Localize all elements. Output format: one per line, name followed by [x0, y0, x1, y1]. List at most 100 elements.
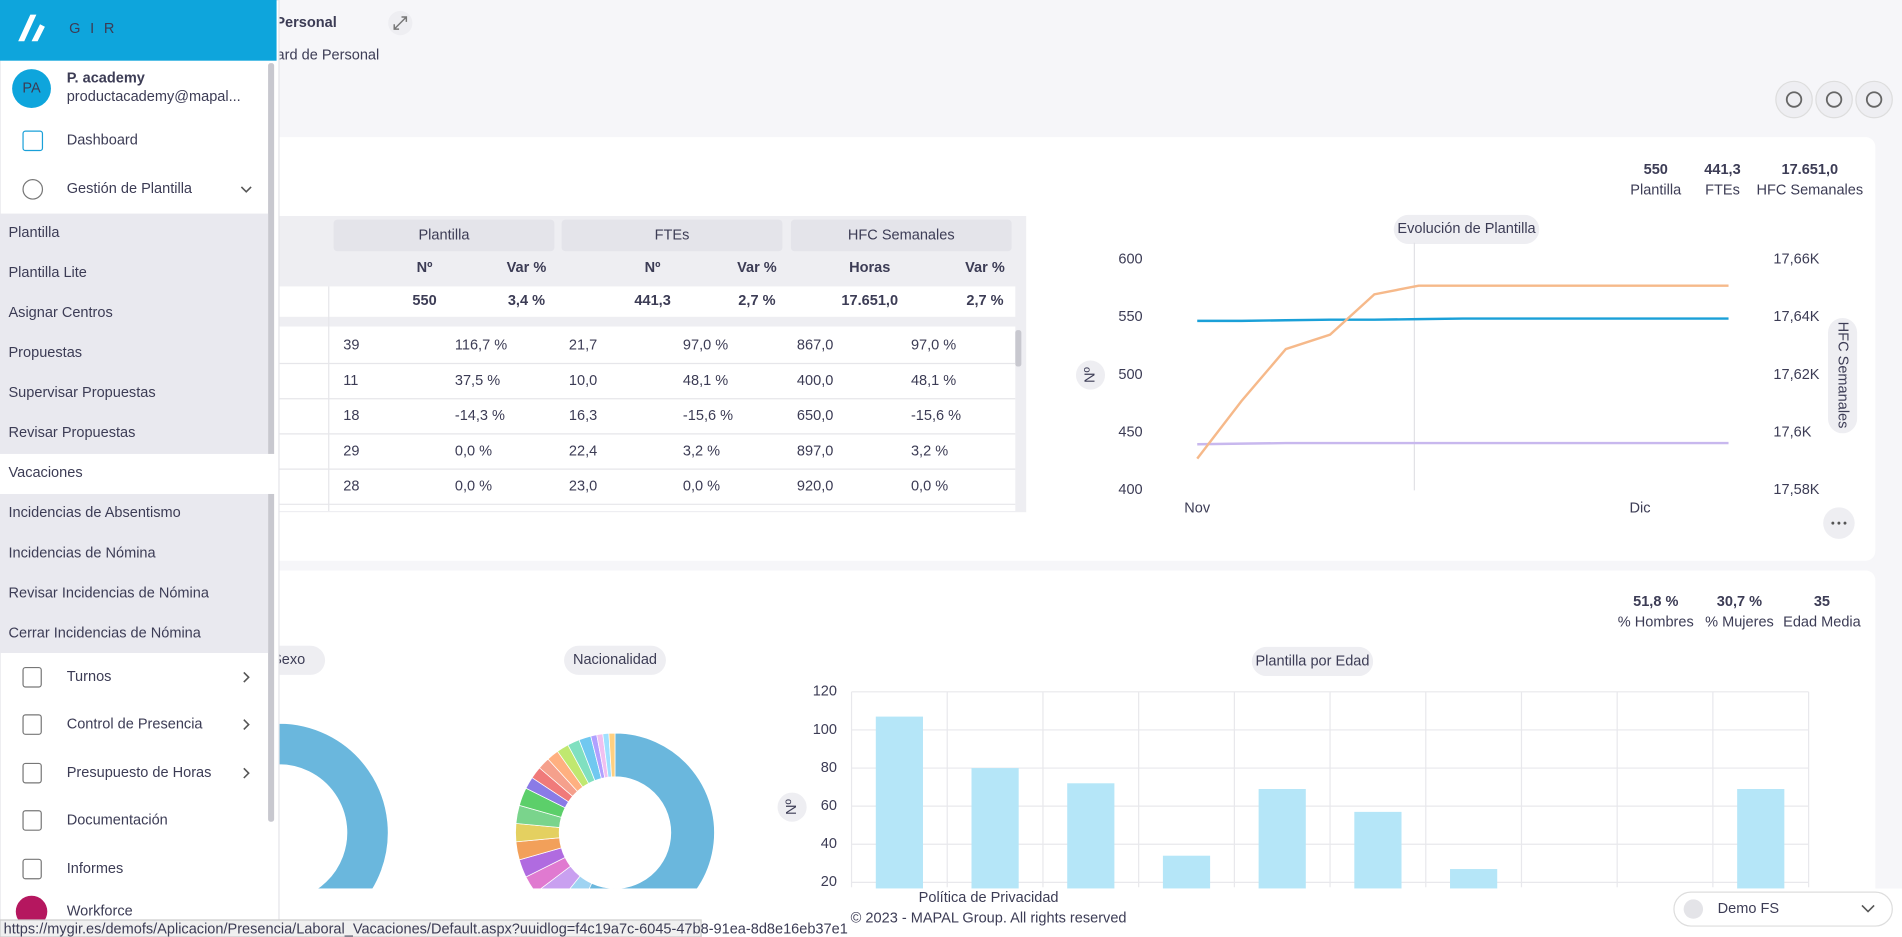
- menu-item[interactable]: Gestión de Plantilla: [67, 181, 193, 197]
- y-axis-label: Nº: [784, 799, 800, 816]
- kpi-label: HFC Semanales: [1756, 182, 1863, 198]
- axis-label-badge: [777, 792, 807, 822]
- group-label: FTEs: [655, 227, 690, 243]
- table-cell: 11: [343, 373, 358, 389]
- copyright: © 2023 - MAPAL Group. All rights reserve…: [851, 911, 1127, 927]
- table-cell: 920,0: [797, 479, 833, 495]
- menu-item[interactable]: Control de Presencia: [67, 716, 204, 732]
- page-title: Personal: [275, 15, 336, 31]
- table-cell: 29: [343, 443, 359, 459]
- column-header: Nº: [417, 260, 434, 276]
- more-dot: [1843, 521, 1847, 525]
- menu-item[interactable]: Presupuesto de Horas: [67, 765, 212, 781]
- submenu-item[interactable]: Revisar Incidencias de Nómina: [8, 585, 209, 601]
- menu-chevron: [243, 719, 250, 731]
- series-line: [1197, 317, 1729, 323]
- axis-label-badge: [1075, 360, 1106, 390]
- submenu-item[interactable]: Incidencias de Absentismo: [8, 505, 180, 521]
- submenu-item[interactable]: Supervisar Propuestas: [8, 385, 155, 401]
- kpi-label: Plantilla: [1630, 182, 1682, 198]
- column-header: Var %: [507, 260, 547, 276]
- user-name: P. academy: [67, 71, 146, 87]
- more-dot: [1837, 521, 1841, 525]
- total-cell: 2,7 %: [966, 293, 1003, 309]
- total-cell: 3,4 %: [508, 293, 545, 309]
- brand-name: GIR: [69, 21, 124, 37]
- y-tick-label: 400: [1118, 482, 1142, 498]
- table-cell: 16,3: [569, 408, 597, 424]
- kpi-value: 30,7 %: [1717, 594, 1762, 610]
- submenu-item[interactable]: Propuestas: [8, 345, 82, 361]
- status-bar: [0, 919, 702, 937]
- column-header: Horas: [849, 260, 890, 276]
- y-tick-label: 120: [813, 684, 837, 700]
- menu-item[interactable]: Workforce: [67, 903, 133, 919]
- table-cell: 897,0: [797, 443, 833, 459]
- table-cell: -15,6 %: [683, 408, 733, 424]
- privacy-link[interactable]: Política de Privacidad: [919, 890, 1059, 906]
- user-initials: PA: [22, 80, 41, 96]
- y-tick-label: 600: [1118, 252, 1142, 268]
- group-label: Plantilla: [418, 227, 470, 243]
- kpi-label: FTEs: [1705, 182, 1740, 198]
- y-tick-label: 500: [1118, 367, 1142, 383]
- kpi-value: 17.651,0: [1782, 162, 1839, 178]
- table-cell: 48,1 %: [683, 373, 728, 389]
- submenu-item[interactable]: Plantilla Lite: [8, 265, 86, 281]
- y-tick-label: 80: [821, 760, 837, 776]
- submenu-item[interactable]: Revisar Propuestas: [8, 425, 135, 441]
- submenu-item[interactable]: Asignar Centros: [8, 305, 112, 321]
- toolbar-button[interactable]: [1775, 80, 1813, 119]
- menu-icon: [22, 810, 42, 831]
- menu-chevron: [243, 671, 250, 683]
- table-body: [276, 326, 1016, 511]
- menu-chevron: [243, 767, 250, 779]
- menu-icon: [22, 762, 42, 784]
- group-header: [333, 219, 555, 252]
- submenu-item[interactable]: Cerrar Incidencias de Nómina: [8, 625, 201, 641]
- total-cell: 441,3: [634, 293, 670, 309]
- sidebar-header: [0, 0, 277, 61]
- y2-tick-label: 17,58K: [1773, 482, 1819, 498]
- kpi-label: Edad Media: [1783, 614, 1862, 630]
- user-avatar: [12, 69, 51, 109]
- menu-icon: [22, 666, 42, 688]
- toolbar-button[interactable]: [1815, 80, 1853, 119]
- toolbar-button[interactable]: [1855, 80, 1893, 119]
- menu-icon: [22, 130, 44, 152]
- org-select[interactable]: [1673, 891, 1893, 927]
- submenu-item[interactable]: Plantilla: [8, 225, 60, 241]
- chart-title: Nacionalidad: [573, 652, 657, 668]
- table-cell: 116,7 %: [455, 338, 507, 354]
- group-header: [790, 219, 1012, 252]
- y-tick-label: 20: [821, 874, 837, 890]
- expand-icon: [393, 16, 408, 30]
- kpi-value: 441,3: [1704, 162, 1740, 178]
- more-dot: [1831, 521, 1835, 525]
- submenu-item[interactable]: Vacaciones: [8, 465, 82, 481]
- submenu-item[interactable]: Incidencias de Nómina: [8, 545, 156, 561]
- menu-item[interactable]: Turnos: [67, 669, 112, 685]
- table-cell: 21,7: [569, 338, 597, 354]
- column-header: Nº: [645, 260, 662, 276]
- menu-item[interactable]: Documentación: [67, 812, 168, 828]
- chart-title-pill: [1251, 646, 1374, 677]
- chart-title-pill: [564, 645, 666, 675]
- menu-item[interactable]: Informes: [67, 861, 124, 877]
- chart-title-pill: [1393, 214, 1540, 244]
- table-cell: -14,3 %: [455, 408, 505, 424]
- bar: [875, 716, 923, 921]
- x-tick-label: Nov: [1184, 500, 1211, 516]
- chart-title: Evolución de Plantilla: [1397, 221, 1536, 237]
- sidebar-scrollbar: [268, 63, 275, 822]
- menu-icon: [22, 714, 42, 735]
- group-header: [561, 219, 783, 252]
- user-email: productacademy@mapal...: [67, 89, 241, 105]
- table-cell: 0,0 %: [911, 479, 948, 495]
- y2-axis-label: HFC Semanales: [1835, 322, 1851, 429]
- org-chevron: [1861, 904, 1875, 913]
- table-cell: 22,4: [569, 443, 597, 459]
- menu-item[interactable]: Dashboard: [67, 133, 138, 149]
- table-cell: 18: [343, 408, 359, 424]
